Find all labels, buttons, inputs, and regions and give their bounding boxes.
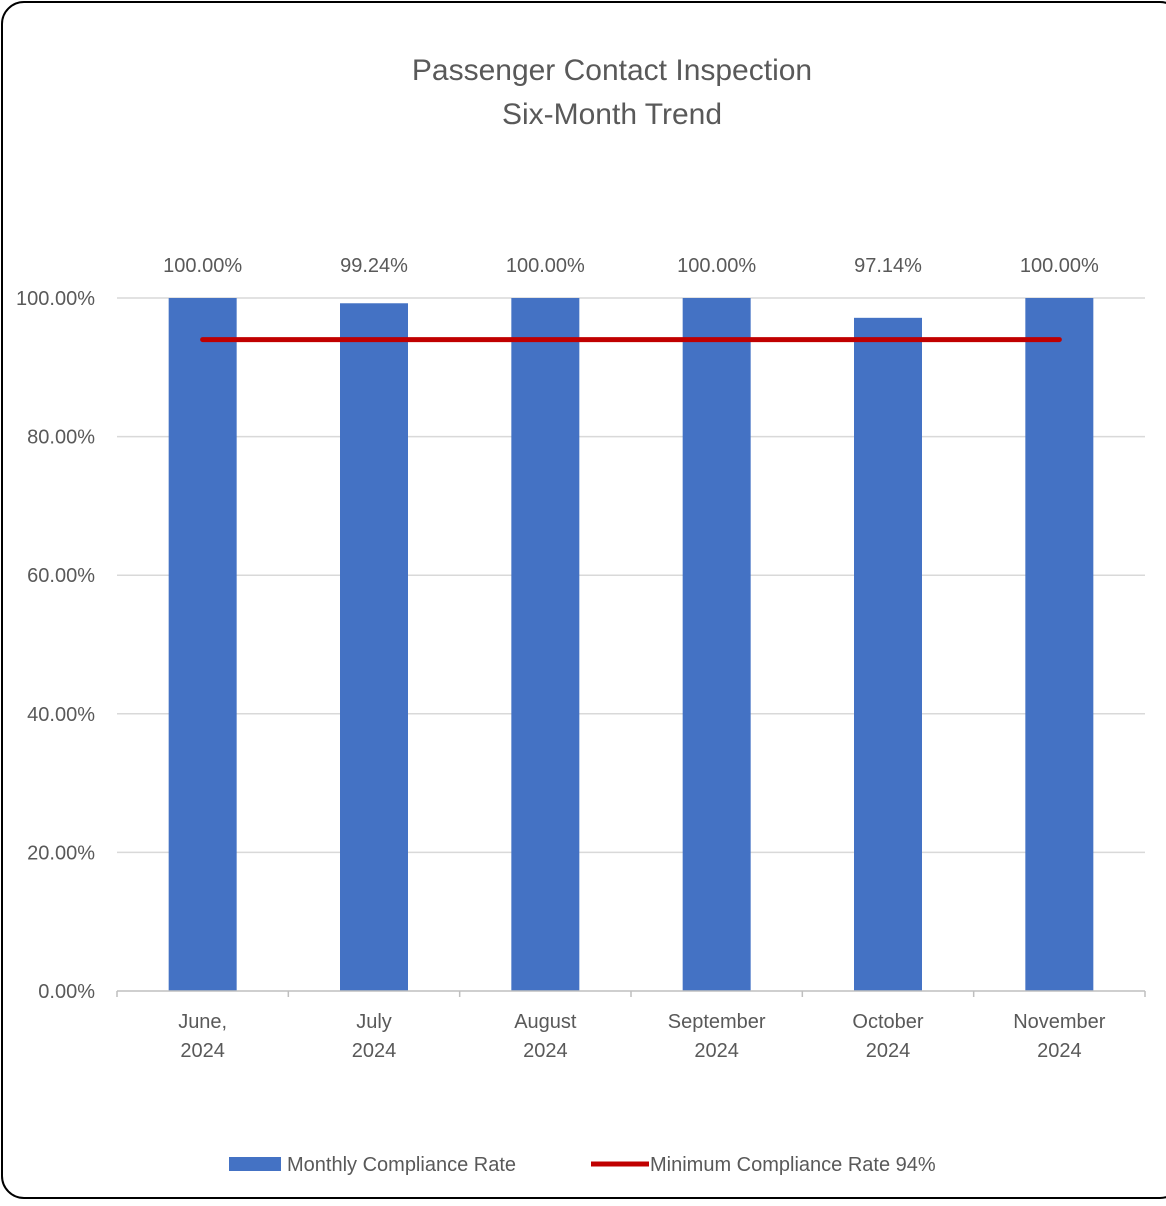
- x-tick-label: 2024: [523, 1040, 568, 1062]
- y-tick-label: 100.00%: [16, 288, 95, 310]
- x-tick-label: 2024: [866, 1040, 911, 1062]
- data-label: 100.00%: [677, 255, 756, 277]
- y-tick-label: 80.00%: [27, 427, 95, 449]
- bars: [168, 298, 1094, 991]
- x-tick-label: July: [356, 1011, 392, 1033]
- y-tick-label: 0.00%: [38, 981, 95, 1003]
- x-tick-label: November: [1013, 1011, 1106, 1033]
- gridlines: [117, 297, 1145, 854]
- x-tick-label: 2024: [694, 1040, 739, 1062]
- bar: [168, 298, 237, 991]
- bar: [854, 317, 922, 991]
- bar: [511, 298, 580, 991]
- data-label: 100.00%: [1020, 255, 1099, 277]
- x-tick-label: October: [852, 1011, 923, 1033]
- data-labels: 100.00% 99.24% 100.00% 100.00% 97.14% 100.00%: [163, 255, 1099, 277]
- y-axis-tick-labels: 0.00% 20.00% 40.00% 60.00% 80.00% 100.00%: [16, 288, 95, 1003]
- y-tick-label: 60.00%: [27, 565, 95, 587]
- x-axis: [116, 990, 1146, 997]
- legend-label-minimum-compliance-rate: Minimum Compliance Rate 94%: [650, 1154, 936, 1176]
- bar: [1025, 298, 1094, 991]
- data-label: 100.00%: [163, 255, 242, 277]
- data-label: 97.14%: [854, 255, 922, 277]
- x-tick-label: 2024: [352, 1040, 397, 1062]
- chart-title-line-1: Passenger Contact Inspection: [412, 54, 812, 87]
- bar: [682, 298, 751, 991]
- x-tick-label: 2024: [180, 1040, 225, 1062]
- x-tick-label: August: [514, 1011, 577, 1033]
- legend-label-monthly-compliance-rate: Monthly Compliance Rate: [287, 1154, 516, 1176]
- chart-title-line-2: Six-Month Trend: [502, 98, 722, 131]
- x-tick-label: 2024: [1037, 1040, 1082, 1062]
- legend: Monthly Compliance Rate Minimum Complian…: [229, 1154, 936, 1176]
- y-tick-label: 40.00%: [27, 704, 95, 726]
- x-axis-tick-labels: June, 2024 July 2024 August 2024 September 2024…: [178, 1011, 1106, 1062]
- x-tick-label: September: [668, 1011, 766, 1033]
- legend-swatch-monthly-compliance-rate: [229, 1157, 281, 1171]
- bar: [340, 303, 408, 991]
- x-tick-label: June,: [178, 1011, 227, 1033]
- y-tick-label: 20.00%: [27, 842, 95, 864]
- data-label: 99.24%: [340, 255, 408, 277]
- data-label: 100.00%: [506, 255, 585, 277]
